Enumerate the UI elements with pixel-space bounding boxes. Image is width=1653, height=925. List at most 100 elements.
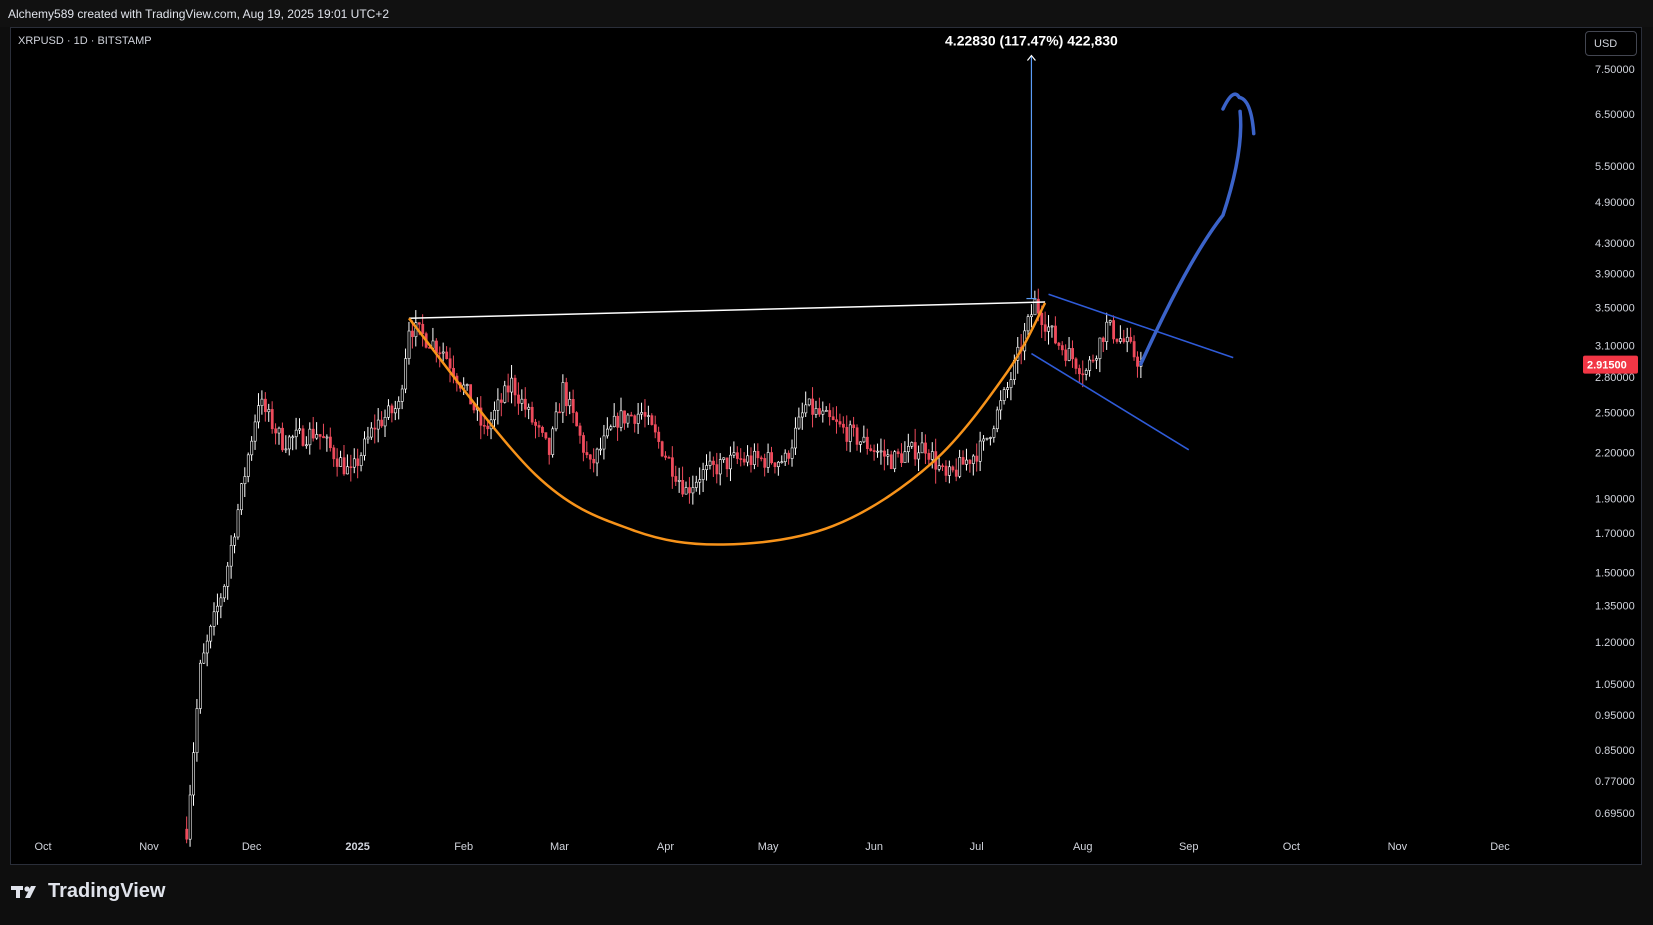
price-tick-label: 7.50000 <box>1595 64 1635 76</box>
candle-body <box>534 421 538 426</box>
measure-arrowhead <box>1026 54 1036 61</box>
candle-body <box>366 436 370 440</box>
time-tick-label: Nov <box>139 841 159 853</box>
candle-body <box>243 476 247 485</box>
candle-body <box>818 408 821 415</box>
candle-body <box>578 425 582 436</box>
candle-body <box>941 465 945 468</box>
candle-body <box>660 441 664 457</box>
candle-body <box>698 479 702 483</box>
candle-body <box>277 427 281 434</box>
currency-button[interactable]: USD <box>1585 31 1637 56</box>
candle-body <box>602 435 606 450</box>
candle-body <box>746 455 750 463</box>
candle-body <box>1047 326 1051 332</box>
candle-body <box>441 351 445 354</box>
candle-body <box>500 399 503 403</box>
candle-body <box>479 407 483 426</box>
time-tick-label: Sep <box>1179 841 1199 853</box>
candle-body <box>722 457 726 460</box>
candle-body <box>551 428 555 455</box>
candle-body <box>530 406 534 423</box>
candle-body <box>1002 389 1006 401</box>
candle-body <box>209 626 213 642</box>
candle-body <box>1119 338 1122 342</box>
candle-body <box>246 454 250 477</box>
candle-body <box>486 425 490 430</box>
candle-body <box>558 411 561 414</box>
brand-name: TradingView <box>48 880 166 902</box>
candle-body <box>1054 325 1057 344</box>
candle-body <box>907 446 910 452</box>
candle-body <box>958 457 962 477</box>
candle-body <box>264 398 267 413</box>
candle-body <box>694 481 698 488</box>
candle-body <box>913 442 917 460</box>
candle-body <box>982 438 986 442</box>
candle-body <box>770 452 774 464</box>
price-tick-label: 0.77000 <box>1595 776 1635 788</box>
candle-body <box>216 605 219 613</box>
candle-body <box>896 451 900 454</box>
candle-body <box>294 429 298 438</box>
candle-body <box>718 459 722 475</box>
candle-body <box>951 466 955 471</box>
candle-body <box>195 708 199 753</box>
candle-body <box>1132 341 1136 358</box>
price-tick-label: 0.69500 <box>1595 808 1635 820</box>
candle-body <box>965 459 968 465</box>
candle-body <box>920 442 924 454</box>
candle-body <box>400 388 404 402</box>
time-tick-label: Apr <box>657 841 674 853</box>
cup-curve <box>407 302 1047 546</box>
candle-body <box>780 461 784 463</box>
candle-body <box>742 458 746 463</box>
candle-body <box>835 419 838 422</box>
candle-body <box>192 752 195 796</box>
price-tick-label: 1.20000 <box>1595 637 1635 649</box>
candle-body <box>199 662 202 709</box>
candle-body <box>657 431 661 442</box>
projection-arrow-head <box>1221 92 1256 136</box>
candle-body <box>568 399 572 407</box>
candle-body <box>298 428 302 431</box>
channel-lower-line <box>1031 352 1190 451</box>
candle-body <box>821 410 825 415</box>
candle-body <box>1060 345 1064 351</box>
candle-body <box>619 410 623 428</box>
candle-body <box>732 452 736 456</box>
tradingview-brand[interactable]: TradingView <box>11 880 165 903</box>
candle-body <box>1098 337 1102 359</box>
candle-body <box>390 405 394 414</box>
candle-body <box>257 405 260 423</box>
author-credit: Alchemy589 created with TradingView.com,… <box>8 7 390 21</box>
candle-body <box>664 455 667 458</box>
candle-body <box>636 413 640 424</box>
time-tick-label: Jul <box>970 841 984 853</box>
candle-body <box>783 452 787 462</box>
candle-body <box>291 436 295 439</box>
candle-body <box>1064 349 1068 361</box>
candle-body <box>623 410 626 424</box>
candle-body <box>1043 324 1047 332</box>
candle-body <box>889 454 893 470</box>
candle-body <box>315 434 319 439</box>
symbol-line[interactable]: XRPUSD · 1D · BITSTAMP <box>18 35 152 47</box>
channel-upper-line <box>1048 293 1234 359</box>
candle-body <box>1033 298 1037 316</box>
candle-body <box>510 377 514 393</box>
candle-body <box>763 458 767 468</box>
candle-body <box>325 436 329 439</box>
candle-body <box>599 448 602 451</box>
candle-body <box>233 536 237 546</box>
candle-body <box>609 426 613 430</box>
footer <box>0 866 1653 925</box>
candle-body <box>1091 359 1095 362</box>
time-tick-label: Oct <box>1283 841 1300 853</box>
candle-body <box>301 428 305 446</box>
candle-body <box>380 419 384 427</box>
candle-body <box>865 436 869 449</box>
price-tick-label: 1.70000 <box>1595 528 1635 540</box>
candle-body <box>814 408 818 415</box>
